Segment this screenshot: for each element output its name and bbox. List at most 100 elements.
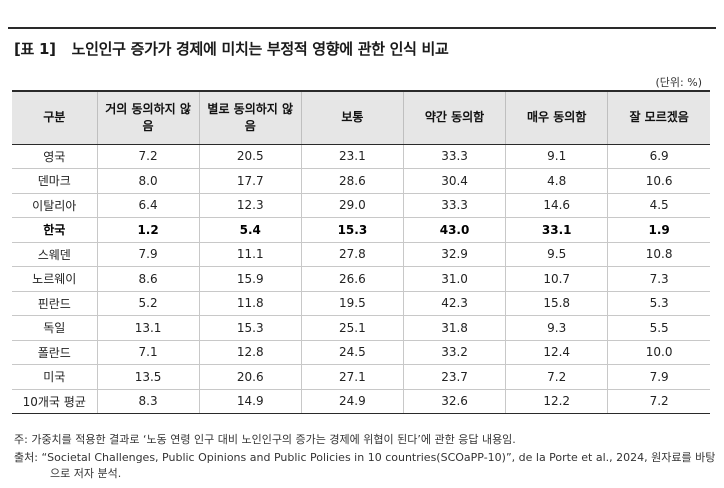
table-cell: 7.2: [96, 143, 200, 169]
table-cell: 17.7: [198, 168, 302, 193]
table-row: 폴란드 7.1 12.8 24.5 33.2 12.4 10.0: [12, 339, 710, 365]
table-row: 이탈리아 6.4 12.3 29.0 33.3 14.6 4.5: [12, 192, 710, 218]
table-cell: 19.5: [300, 290, 404, 316]
table-cell: 13.1: [96, 315, 200, 340]
table-cell: 9.3: [505, 315, 608, 340]
row-label: 노르웨이: [12, 266, 97, 291]
header-col-6: 잘 모르겠음: [607, 90, 710, 145]
table-cell: 15.3: [198, 315, 302, 340]
table-row: 핀란드 5.2 11.8 19.5 42.3 15.8 5.3: [12, 290, 710, 316]
table-cell: 7.1: [96, 339, 200, 365]
table-title: [표 1] 노인인구 증가가 경제에 미치는 부정적 영향에 관한 인식 비교: [14, 38, 449, 59]
table-cell: 1.2: [96, 217, 200, 242]
table-cell: 20.5: [198, 143, 302, 169]
table-cell: 8.0: [96, 168, 200, 193]
table-cell: 20.6: [198, 364, 302, 389]
table-cell: 23.1: [300, 143, 404, 169]
table-cell: 15.8: [505, 290, 608, 316]
table-cell: 24.5: [300, 339, 404, 365]
table-cell: 33.2: [402, 339, 506, 365]
table-cell: 30.4: [402, 168, 506, 193]
table-cell: 31.0: [402, 266, 506, 291]
table-cell: 15.9: [198, 266, 302, 291]
table-cell: 7.2: [505, 364, 608, 389]
table-cell: 27.8: [300, 241, 404, 267]
header-col-1: 거의 동의하지 않음: [96, 90, 200, 145]
footnote-source-continued: 으로 저자 분석.: [50, 467, 122, 480]
table-cell: 12.2: [505, 388, 608, 414]
table-number: [표 1]: [14, 40, 56, 58]
row-label: 폴란드: [12, 339, 97, 365]
table-cell: 5.5: [607, 315, 710, 340]
table-cell: 10.6: [607, 168, 710, 193]
table-cell: 12.8: [198, 339, 302, 365]
row-label: 미국: [12, 364, 97, 389]
table-cell: 5.2: [96, 290, 200, 316]
unit-label: (단위: %): [655, 76, 702, 89]
row-label: 영국: [12, 143, 97, 169]
table-cell: 4.8: [505, 168, 608, 193]
table-cell: 7.3: [607, 266, 710, 291]
table-cell: 7.2: [607, 388, 710, 414]
row-label: 독일: [12, 315, 97, 340]
table-row: 스웨덴 7.9 11.1 27.8 32.9 9.5 10.8: [12, 241, 710, 267]
table-cell: 33.1: [505, 217, 608, 242]
row-label: 이탈리아: [12, 192, 97, 218]
table-body: 영국 7.2 20.5 23.1 33.3 9.1 6.9 덴마크 8.0 17.7 28.6 30.…: [12, 143, 710, 414]
table-cell: 33.3: [402, 192, 506, 218]
row-label: 10개국 평균: [12, 388, 97, 414]
header-col-3: 보통: [300, 90, 404, 145]
table-row: 덴마크 8.0 17.7 28.6 30.4 4.8 10.6: [12, 168, 710, 193]
table-cell: 43.0: [402, 217, 506, 242]
table-cell: 27.1: [300, 364, 404, 389]
table-row: 독일 13.1 15.3 25.1 31.8 9.3 5.5: [12, 315, 710, 340]
footnote-source: 출처: “Societal Challenges, Public Opinion…: [14, 451, 716, 464]
table-cell: 9.1: [505, 143, 608, 169]
table-cell: 15.3: [300, 217, 404, 242]
table-cell: 10.8: [607, 241, 710, 267]
table-cell: 25.1: [300, 315, 404, 340]
header-category: 구분: [12, 90, 97, 145]
table-cell: 5.4: [198, 217, 302, 242]
table-cell: 31.8: [402, 315, 506, 340]
row-label: 스웨덴: [12, 241, 97, 267]
top-rule: [8, 27, 716, 29]
table-row: 노르웨이 8.6 15.9 26.6 31.0 10.7 7.3: [12, 266, 710, 291]
table-title-text: 노인인구 증가가 경제에 미치는 부정적 영향에 관한 인식 비교: [71, 40, 449, 58]
table-cell: 24.9: [300, 388, 404, 414]
table-cell: 1.9: [607, 217, 710, 242]
comparison-table: 구분 거의 동의하지 않음 별로 동의하지 않음 보통 약간 동의함 매우 동의함 잘 모르…: [12, 90, 710, 414]
table-header-row: 구분 거의 동의하지 않음 별로 동의하지 않음 보통 약간 동의함 매우 동의함 잘 모르…: [12, 90, 710, 145]
table-cell: 7.9: [607, 364, 710, 389]
table-cell: 42.3: [402, 290, 506, 316]
table-cell: 11.1: [198, 241, 302, 267]
row-label: 덴마크: [12, 168, 97, 193]
table-row: 미국 13.5 20.6 27.1 23.7 7.2 7.9: [12, 364, 710, 389]
table-cell: 12.3: [198, 192, 302, 218]
table-cell: 23.7: [402, 364, 506, 389]
table-cell: 33.3: [402, 143, 506, 169]
table-cell: 10.0: [607, 339, 710, 365]
table-cell: 29.0: [300, 192, 404, 218]
table-cell: 8.3: [96, 388, 200, 414]
table-cell: 12.4: [505, 339, 608, 365]
table-cell: 10.7: [505, 266, 608, 291]
header-col-4: 약간 동의함: [402, 90, 506, 145]
row-label: 한국: [12, 217, 97, 242]
table-cell: 14.6: [505, 192, 608, 218]
table-row: 한국 1.2 5.4 15.3 43.0 33.1 1.9: [12, 217, 710, 242]
row-label: 핀란드: [12, 290, 97, 316]
table-cell: 6.9: [607, 143, 710, 169]
table-cell: 9.5: [505, 241, 608, 267]
header-col-5: 매우 동의함: [505, 90, 608, 145]
table-cell: 11.8: [198, 290, 302, 316]
table-row: 10개국 평균 8.3 14.9 24.9 32.6 12.2 7.2: [12, 388, 710, 414]
table-cell: 28.6: [300, 168, 404, 193]
footnote-note: 주: 가중치를 적용한 결과로 ‘노동 연령 인구 대비 노인인구의 증가는 경…: [14, 433, 516, 446]
table-cell: 6.4: [96, 192, 200, 218]
table-row: 영국 7.2 20.5 23.1 33.3 9.1 6.9: [12, 143, 710, 169]
table-cell: 14.9: [198, 388, 302, 414]
table-cell: 26.6: [300, 266, 404, 291]
table-cell: 32.9: [402, 241, 506, 267]
table-cell: 13.5: [96, 364, 200, 389]
